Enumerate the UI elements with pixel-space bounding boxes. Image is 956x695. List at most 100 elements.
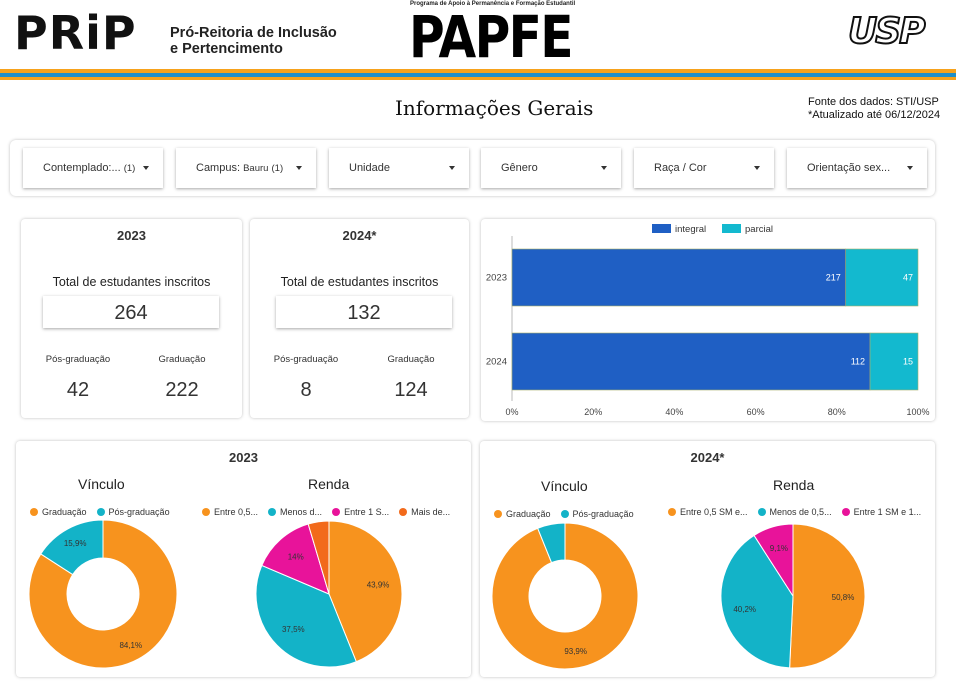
pie-slice[interactable] (753, 523, 794, 598)
pie-charts-2023: 84,1% 15,9% 43,9% 37,5% 14% (28, 519, 403, 669)
source-line: Fonte dos dados: STI/USP (808, 96, 939, 108)
y-tick-label: 2023 (486, 273, 507, 284)
grad-label: Graduação (387, 354, 435, 365)
page-title: Informações Gerais (395, 96, 594, 120)
legend-dot (332, 508, 341, 516)
legend-item: Menos d... (268, 507, 322, 517)
total-label: Total de estudantes inscritos (280, 275, 439, 289)
pie-card-2023: 2023 Vínculo Renda Graduação Pós-graduaç… (16, 441, 471, 677)
legend-dot (96, 508, 105, 516)
grad-value: 124 (394, 379, 428, 401)
bar-segment[interactable] (845, 248, 919, 307)
pie-data-label: 14% (288, 553, 304, 562)
pie-data-label: 84,1% (119, 641, 142, 650)
pie-data-label: 93,9% (564, 647, 587, 656)
card-year: 2024* (690, 450, 725, 465)
chevron-down-icon (754, 166, 760, 170)
bar-data-label: 217 (826, 273, 841, 283)
renda-legend: Entre 0,5 SM e... Menos de 0,5... Entre … (668, 507, 931, 517)
stats-card-2024: 2024* Total de estudantes inscritos 132 … (250, 219, 469, 418)
prip-subtitle-line1: Pró-Reitoria de Inclusão (170, 25, 337, 41)
legend-label: Entre 1 SM e 1... (853, 507, 922, 517)
x-tick-label: 100% (906, 407, 929, 417)
legend-item: Graduação (30, 507, 87, 517)
filter-label: Orientação sex... (807, 162, 891, 174)
x-tick-label: 80% (828, 407, 846, 417)
pie-slice[interactable] (307, 520, 330, 595)
prip-subtitle: Pró-Reitoria de Inclusão e Pertencimento (170, 25, 337, 57)
pos-label: Pós-graduação (45, 354, 111, 365)
legend-label: Pós-graduação (108, 507, 170, 517)
chevron-down-icon (907, 166, 913, 170)
bar-segment[interactable] (511, 332, 871, 391)
filter-raca-cor[interactable]: Raça / Cor (634, 148, 774, 188)
legend-item: Entre 1 SM e 1... (841, 507, 922, 517)
filter-label: Raça / Cor (654, 162, 707, 174)
filter-genero[interactable]: Gênero (481, 148, 621, 188)
chevron-down-icon (449, 166, 455, 170)
pos-label: Pós-graduação (273, 354, 339, 365)
card-year: 2024* (342, 228, 377, 243)
card-year: 2023 (229, 450, 258, 465)
renda-legend: Entre 0,5... Menos d... Entre 1 S... Mai… (202, 507, 460, 517)
legend-item: Entre 0,5 SM e... (668, 507, 748, 517)
filter-unidade[interactable]: Unidade (329, 148, 469, 188)
papfe-logo: PAPFE (409, 3, 573, 71)
header-stripe-orange-2 (0, 77, 956, 80)
legend-dot (268, 508, 277, 516)
prip-subtitle-line2: e Pertencimento (170, 41, 283, 57)
pie-slice[interactable] (28, 519, 178, 669)
filter-label: Unidade (349, 162, 390, 174)
pie-charts-2024: 93,9% 50,8% 40,2% 9,1% (491, 522, 866, 670)
pie-slice[interactable] (789, 523, 866, 669)
filter-count: (1) (271, 163, 284, 174)
papfe-tagline: Programa de Apoio à Permanência e Formaç… (410, 1, 576, 7)
bar-segment[interactable] (511, 248, 847, 307)
bar-segment[interactable] (869, 332, 919, 391)
header-stripe-blue (0, 73, 956, 77)
legend-dot (757, 508, 766, 516)
legend-item: Pós-graduação (560, 509, 634, 519)
pie-slice[interactable] (491, 522, 639, 670)
legend-dot (30, 508, 38, 516)
legend-label: Mais de... (411, 507, 451, 517)
legend-dot (494, 510, 502, 518)
bar-data-label: 15 (903, 357, 913, 367)
pie-slice[interactable] (261, 523, 330, 595)
pie-slice[interactable] (328, 520, 403, 663)
legend-item: Mais de... (399, 507, 450, 517)
legend-item: Entre 0,5... (202, 507, 258, 517)
filter-label: Campus: (196, 162, 241, 174)
stats-card-2023: 2023 Total de estudantes inscritos 264 P… (21, 219, 242, 418)
legend-label: parcial (745, 224, 773, 235)
data-source-note: Fonte dos dados: STI/USP *Atualizado até… (808, 96, 940, 122)
renda-title: Renda (308, 476, 350, 492)
legend-dot (202, 508, 210, 516)
bar-data-label: 112 (851, 357, 865, 367)
x-tick-label: 60% (747, 407, 765, 417)
legend-label: integral (675, 224, 706, 235)
legend-item: Menos de 0,5... (757, 507, 832, 517)
pie-slice[interactable] (537, 522, 566, 564)
y-tick-label: 2024 (486, 357, 507, 368)
filter-campus[interactable]: Campus: Bauru (1) (176, 148, 316, 188)
legend-label: Entre 1 S... (344, 507, 390, 517)
legend-label: Menos de 0,5... (769, 507, 832, 517)
updated-line: *Atualizado até 06/12/2024 (808, 109, 941, 121)
vinculo-legend: Graduação Pós-graduação (494, 509, 644, 519)
renda-title: Renda (773, 477, 815, 493)
pie-slice[interactable] (255, 564, 357, 668)
pie-slice[interactable] (40, 519, 104, 576)
legend-item: Entre 1 S... (332, 507, 389, 517)
stacked-bar-chart: integral parcial 0% 20% 40% 60% 80% 100% 2023 217… (486, 224, 930, 417)
pos-value: 8 (300, 379, 312, 401)
legend-label: Graduação (42, 507, 87, 517)
x-tick-label: 40% (665, 407, 683, 417)
legend-label: Entre 0,5 SM e... (680, 507, 748, 517)
filter-value: Bauru (243, 163, 269, 174)
total-value: 132 (276, 296, 452, 328)
filter-orientacao-sexual[interactable]: Orientação sex... (787, 148, 927, 188)
filter-contemplado[interactable]: Contemplado:... (1) (23, 148, 163, 188)
x-tick-label: 20% (584, 407, 602, 417)
pie-data-label: 9,1% (770, 544, 788, 553)
